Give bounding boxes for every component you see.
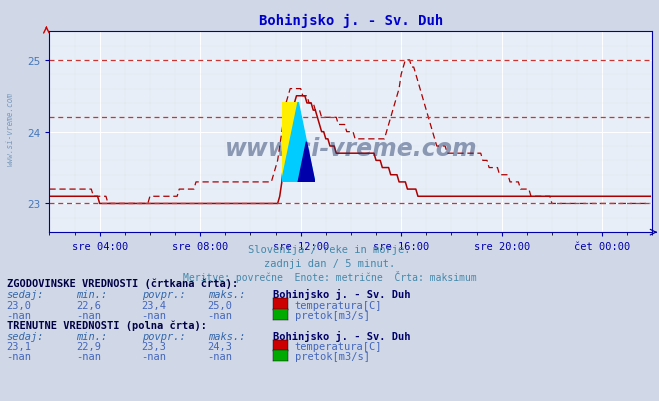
- Title: Bohinjsko j. - Sv. Duh: Bohinjsko j. - Sv. Duh: [259, 14, 443, 28]
- Text: -nan: -nan: [76, 351, 101, 361]
- Text: -nan: -nan: [142, 351, 167, 361]
- Text: 23,1: 23,1: [7, 341, 32, 351]
- Polygon shape: [298, 142, 315, 182]
- Text: povpr.:: povpr.:: [142, 290, 185, 300]
- Text: maks.:: maks.:: [208, 331, 245, 341]
- Text: -nan: -nan: [7, 351, 32, 361]
- Text: temperatura[C]: temperatura[C]: [295, 300, 382, 310]
- Text: pretok[m3/s]: pretok[m3/s]: [295, 351, 370, 361]
- Text: min.:: min.:: [76, 331, 107, 341]
- Text: maks.:: maks.:: [208, 290, 245, 300]
- Text: sedaj:: sedaj:: [7, 331, 44, 341]
- Text: -nan: -nan: [76, 310, 101, 320]
- Text: TRENUTNE VREDNOSTI (polna črta):: TRENUTNE VREDNOSTI (polna črta):: [7, 320, 206, 330]
- Text: -nan: -nan: [7, 310, 32, 320]
- Text: -nan: -nan: [142, 310, 167, 320]
- Polygon shape: [281, 102, 315, 182]
- Text: temperatura[C]: temperatura[C]: [295, 341, 382, 351]
- Text: 23,3: 23,3: [142, 341, 167, 351]
- Text: Meritve: povrečne  Enote: metrične  Črta: maksimum: Meritve: povrečne Enote: metrične Črta: …: [183, 271, 476, 283]
- Text: 25,0: 25,0: [208, 300, 233, 310]
- Text: povpr.:: povpr.:: [142, 331, 185, 341]
- Text: min.:: min.:: [76, 290, 107, 300]
- Text: www.si-vreme.com: www.si-vreme.com: [5, 91, 14, 165]
- Text: 22,9: 22,9: [76, 341, 101, 351]
- Text: Slovenija / reke in morje.: Slovenija / reke in morje.: [248, 245, 411, 255]
- Text: 22,6: 22,6: [76, 300, 101, 310]
- Text: 24,3: 24,3: [208, 341, 233, 351]
- Text: zadnji dan / 5 minut.: zadnji dan / 5 minut.: [264, 259, 395, 269]
- Text: ZGODOVINSKE VREDNOSTI (črtkana črta):: ZGODOVINSKE VREDNOSTI (črtkana črta):: [7, 278, 238, 289]
- Text: 23,4: 23,4: [142, 300, 167, 310]
- Text: 23,0: 23,0: [7, 300, 32, 310]
- Text: www.si-vreme.com: www.si-vreme.com: [225, 136, 477, 160]
- Text: Bohinjsko j. - Sv. Duh: Bohinjsko j. - Sv. Duh: [273, 289, 411, 300]
- Text: Bohinjsko j. - Sv. Duh: Bohinjsko j. - Sv. Duh: [273, 330, 411, 341]
- Text: -nan: -nan: [208, 351, 233, 361]
- Text: -nan: -nan: [208, 310, 233, 320]
- Polygon shape: [281, 102, 298, 182]
- Text: sedaj:: sedaj:: [7, 290, 44, 300]
- Text: pretok[m3/s]: pretok[m3/s]: [295, 310, 370, 320]
